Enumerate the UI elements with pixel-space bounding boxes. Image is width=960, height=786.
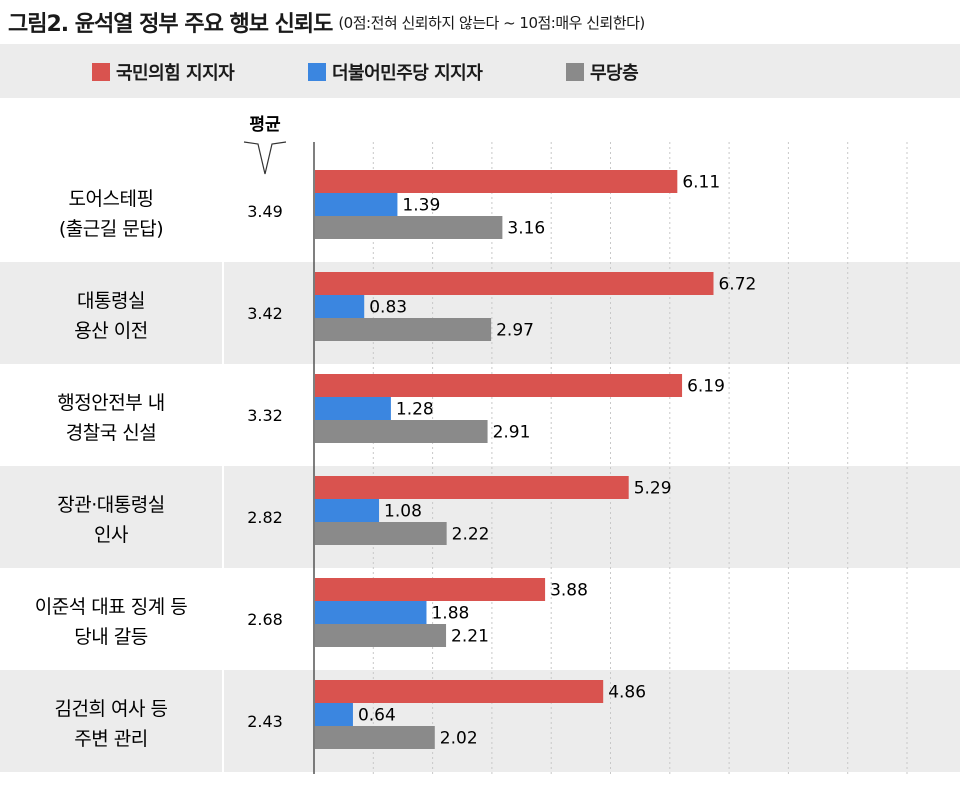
chart-title-row: 그림2. 윤석열 정부 주요 행보 신뢰도 (0점:전혀 신뢰하지 않는다 ~ … [0,0,960,44]
bar [315,318,492,341]
category-label: 장관·대통령실 [57,494,164,516]
value-label: 2.97 [496,321,534,341]
chart-title: 그림2. 윤석열 정부 주요 행보 신뢰도 [8,12,333,37]
bar [315,680,604,703]
category-label: (출근길 문답) [59,218,163,240]
legend-swatch-dp [308,63,326,81]
bar [315,272,714,295]
bar [315,420,488,443]
legend-item-ppp: 국민의힘 지지자 [92,59,235,85]
value-label: 2.91 [493,423,531,443]
average-value: 3.49 [247,202,283,221]
bar [315,726,435,749]
category-label: 당내 갈등 [74,626,147,648]
bar [315,578,546,601]
value-label: 0.64 [358,706,396,726]
bar [315,397,391,420]
value-label: 5.29 [634,479,672,499]
value-label: 2.21 [451,627,489,647]
category-label: 인사 [94,524,128,546]
average-value: 2.68 [247,610,283,629]
bar [315,601,427,624]
bar [315,499,380,522]
legend-item-independent: 무당층 [566,59,639,85]
bar [315,193,398,216]
bar [315,624,447,647]
value-label: 1.88 [431,604,469,624]
avg-header: 평균 [249,115,281,135]
value-label: 2.22 [452,525,490,545]
bar [315,170,678,193]
bar [315,216,503,239]
value-label: 1.28 [396,400,434,420]
average-value: 2.82 [247,508,283,527]
legend-swatch-independent [566,63,584,81]
row-band-label [0,466,222,568]
average-value: 2.43 [247,712,283,731]
value-label: 1.08 [384,502,422,522]
legend: 국민의힘 지지자 더불어민주당 지지자 무당층 [0,44,960,98]
value-label: 3.16 [507,219,545,239]
category-label: 행정안전부 내 [57,392,164,414]
value-label: 6.19 [687,377,725,397]
chart-scale-note: (0점:전혀 신뢰하지 않는다 ~ 10점:매우 신뢰한다) [338,13,645,32]
value-label: 2.02 [440,729,478,749]
value-label: 1.39 [402,196,440,216]
value-label: 0.83 [369,298,407,318]
category-label: 도어스테핑 [69,188,154,210]
legend-swatch-ppp [92,63,110,81]
value-label: 6.72 [718,275,756,295]
legend-item-dp: 더불어민주당 지지자 [308,59,483,85]
value-label: 6.11 [682,173,720,193]
avg-pointer [243,141,287,175]
row-band-label [0,262,222,364]
category-label: 김건희 여사 등 [55,698,168,720]
average-value: 3.32 [247,406,283,425]
bar [315,703,353,726]
category-label: 경찰국 신설 [66,422,156,444]
row-band-label [0,670,222,772]
category-label: 용산 이전 [74,320,147,342]
bar [315,374,683,397]
category-label: 이준석 대표 징계 등 [35,596,187,618]
category-label: 대통령실 [77,290,145,312]
value-label: 3.88 [550,581,588,601]
value-label: 4.86 [608,683,646,703]
legend-label-dp: 더불어민주당 지지자 [332,63,483,84]
bar [315,476,629,499]
legend-label-independent: 무당층 [590,63,639,84]
average-value: 3.42 [247,304,283,323]
bar [315,522,447,545]
legend-label-ppp: 국민의힘 지지자 [116,63,235,84]
bar [315,295,365,318]
category-label: 주변 관리 [74,728,147,750]
